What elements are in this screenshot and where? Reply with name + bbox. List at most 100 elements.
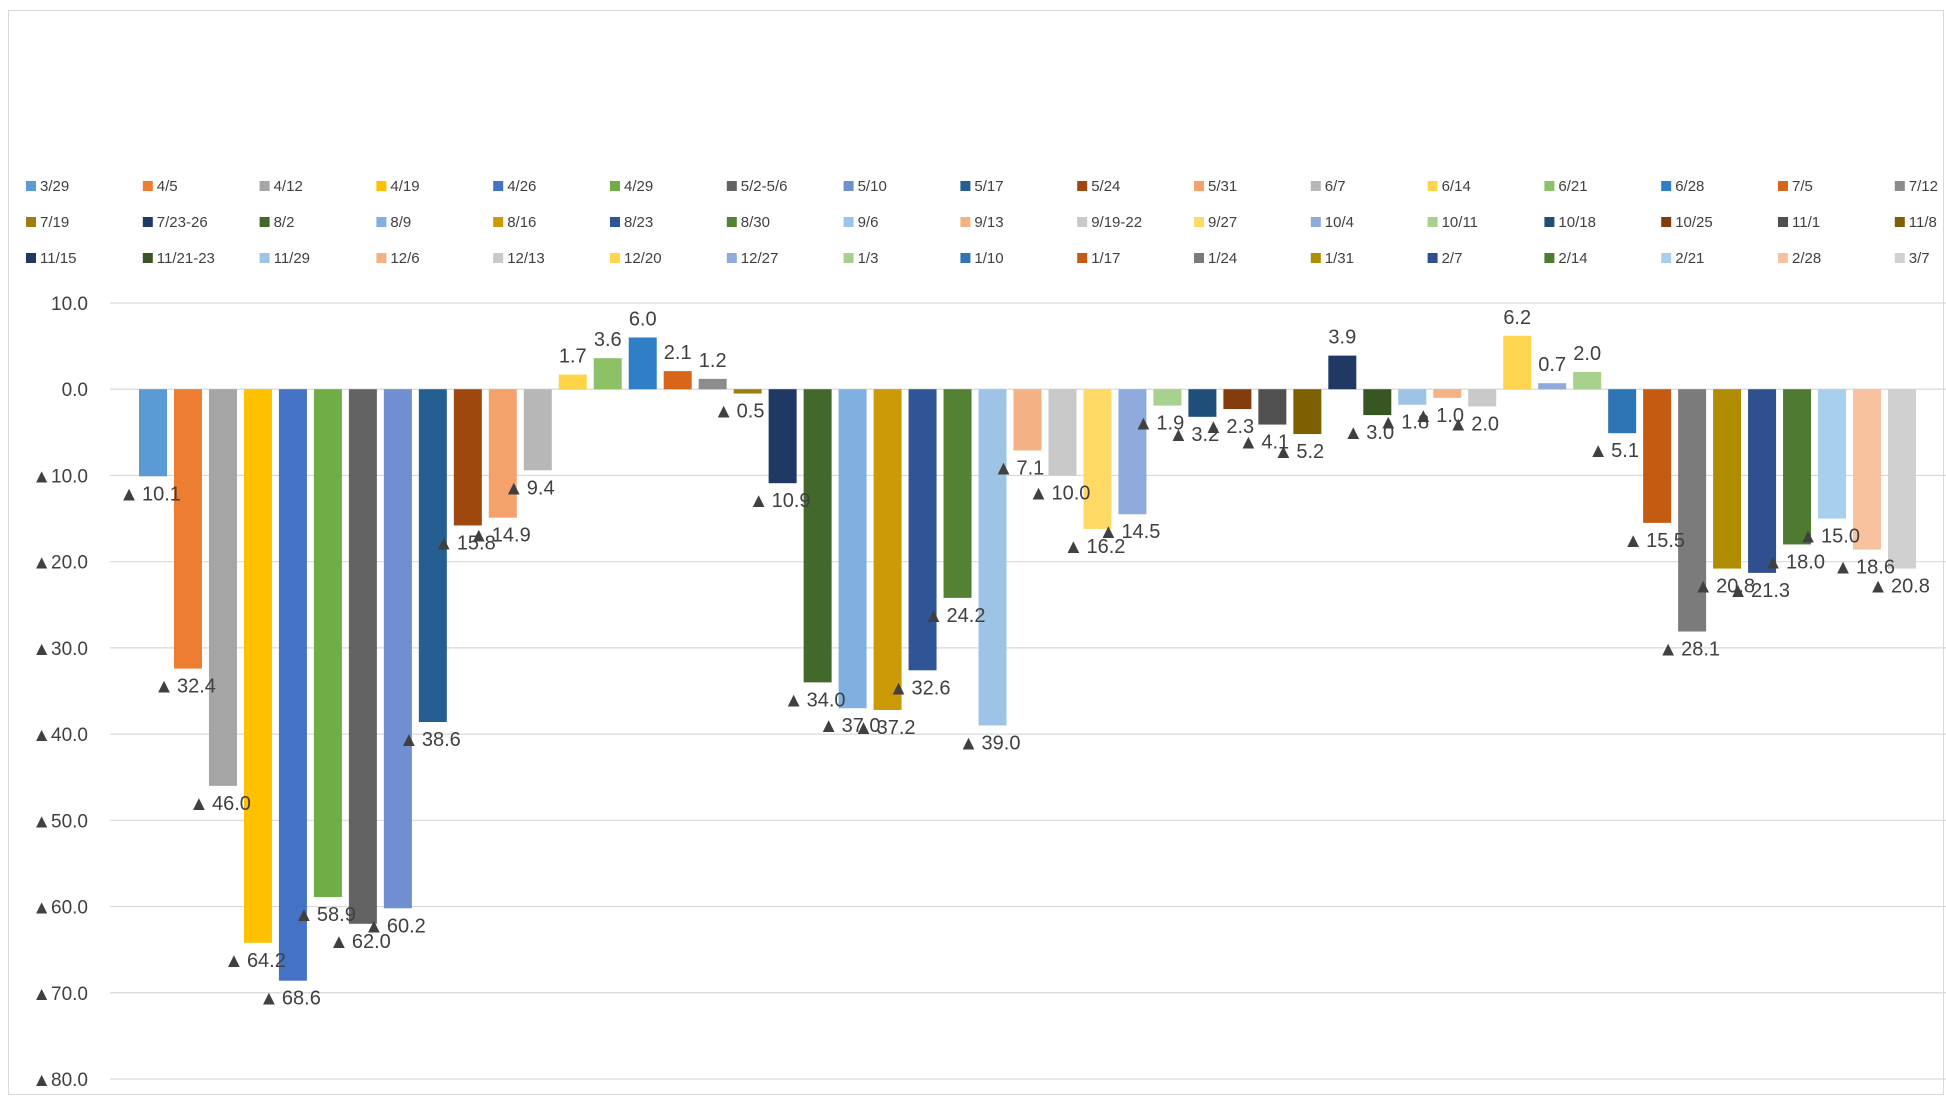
bar-7/19 — [733, 389, 762, 394]
legend-label: 10/11 — [1442, 214, 1478, 231]
legend-label: 10/18 — [1558, 214, 1596, 231]
legend-label: 4/12 — [274, 178, 303, 195]
data-label: 34.0 — [807, 689, 846, 711]
legend-label: 5/10 — [858, 178, 887, 195]
legend-label: 11/29 — [274, 250, 310, 267]
data-label-marker: ▲ — [399, 729, 419, 751]
bar-7/23-26 — [768, 389, 797, 484]
data-label: 7.1 — [1017, 457, 1045, 479]
legend-swatch — [1661, 253, 1672, 263]
legend-label: 1/17 — [1091, 250, 1120, 267]
data-label-marker: ▲ — [1413, 405, 1433, 427]
legend-label: 4/19 — [390, 178, 419, 195]
data-label-marker: ▲ — [959, 732, 979, 754]
bar-1/10 — [1608, 389, 1637, 434]
legend-swatch — [1310, 181, 1321, 191]
data-label: 62.0 — [352, 931, 391, 953]
data-label-marker: ▲ — [154, 676, 174, 698]
legend-swatch — [259, 253, 270, 263]
data-label-marker: ▲ — [1343, 422, 1363, 444]
data-label: 10.1 — [142, 483, 181, 505]
data-label-marker: ▲ — [1203, 416, 1223, 438]
data-label: 4.1 — [1261, 432, 1289, 454]
legend-label: 2/21 — [1675, 250, 1704, 267]
legend-label: 1/10 — [974, 250, 1003, 267]
data-label-marker: ▲ — [889, 677, 909, 699]
bar-2/28 — [1853, 389, 1882, 550]
data-label: 16.2 — [1086, 536, 1125, 558]
legend-swatch — [493, 253, 504, 263]
legend-swatch — [142, 181, 153, 191]
legend-label: 5/2-5/6 — [741, 178, 788, 195]
data-label-marker: ▲ — [1273, 441, 1293, 463]
y-tick-label: ▲80.0 — [32, 1070, 88, 1091]
legend-swatch — [1427, 181, 1438, 191]
legend-swatch — [843, 217, 854, 227]
bar-5/31 — [488, 389, 517, 518]
legend-label: 2/28 — [1792, 250, 1821, 267]
data-label-marker: ▲ — [294, 904, 314, 926]
y-tick-label: ▲10.0 — [32, 466, 88, 487]
data-label-marker: ▲ — [1623, 530, 1643, 552]
data-label: 15.8 — [457, 532, 496, 554]
bar-5/10 — [383, 389, 412, 909]
legend-swatch — [843, 181, 854, 191]
legend-label: 9/19-22 — [1091, 214, 1142, 231]
legend-swatch — [1194, 217, 1204, 227]
data-label-marker: ▲ — [854, 717, 874, 739]
bar-4/26 — [278, 389, 307, 981]
legend-swatch — [142, 217, 153, 227]
bar-11/29 — [1398, 389, 1427, 405]
legend-swatch — [960, 253, 971, 263]
bar-8/2 — [803, 389, 832, 683]
data-label-marker: ▲ — [924, 605, 944, 627]
legend-label: 12/27 — [741, 250, 779, 267]
data-label: 3.0 — [1366, 422, 1394, 444]
bar-8/9 — [838, 389, 867, 709]
data-label: 24.2 — [947, 605, 986, 627]
legend-label: 12/6 — [390, 250, 419, 267]
legend-label: 6/28 — [1675, 178, 1704, 195]
legend-label: 9/27 — [1208, 214, 1237, 231]
legend-label: 7/23-26 — [157, 214, 208, 231]
legend-swatch — [1077, 181, 1088, 191]
bar-3/7 — [1888, 389, 1916, 569]
bar-5/2-5/6 — [348, 389, 377, 924]
bar-9/13 — [1013, 389, 1042, 451]
data-label: 46.0 — [212, 793, 251, 815]
legend-label: 11/8 — [1909, 214, 1937, 231]
data-label: 6.2 — [1503, 307, 1531, 329]
data-label: 15.0 — [1821, 526, 1860, 548]
legend-swatch — [1077, 217, 1088, 227]
legend-label: 9/6 — [858, 214, 879, 231]
bar-12/20 — [1503, 335, 1532, 390]
data-label: 2.0 — [1471, 413, 1499, 435]
data-label-marker: ▲ — [1099, 521, 1119, 543]
data-label-marker: ▲ — [994, 457, 1014, 479]
data-label: 2.0 — [1573, 343, 1601, 365]
legend-swatch — [376, 181, 387, 191]
data-label-marker: ▲ — [1693, 576, 1713, 598]
legend-swatch — [259, 217, 270, 227]
data-label-marker: ▲ — [189, 793, 209, 815]
data-label-marker: ▲ — [1134, 413, 1154, 435]
data-label: 3.9 — [1328, 327, 1356, 349]
legend-label: 7/5 — [1792, 178, 1813, 195]
data-label: 6.0 — [629, 308, 657, 330]
legend-swatch — [1310, 217, 1321, 227]
legend-swatch — [843, 253, 854, 263]
data-label-marker: ▲ — [329, 931, 349, 953]
data-label-marker: ▲ — [1378, 412, 1398, 434]
data-label: 20.8 — [1891, 576, 1930, 598]
data-label: 32.4 — [177, 676, 216, 698]
bar-1/3 — [1573, 371, 1602, 390]
bar-9/27 — [1083, 389, 1112, 529]
bar-10/4 — [1118, 389, 1147, 515]
data-label: 20.8 — [1716, 576, 1755, 598]
legend-label: 6/7 — [1325, 178, 1346, 195]
data-label: 14.5 — [1121, 521, 1160, 543]
data-label: 0.7 — [1538, 354, 1566, 376]
bar-10/11 — [1153, 389, 1182, 406]
legend-swatch — [1894, 217, 1905, 227]
data-label: 39.0 — [982, 732, 1021, 754]
